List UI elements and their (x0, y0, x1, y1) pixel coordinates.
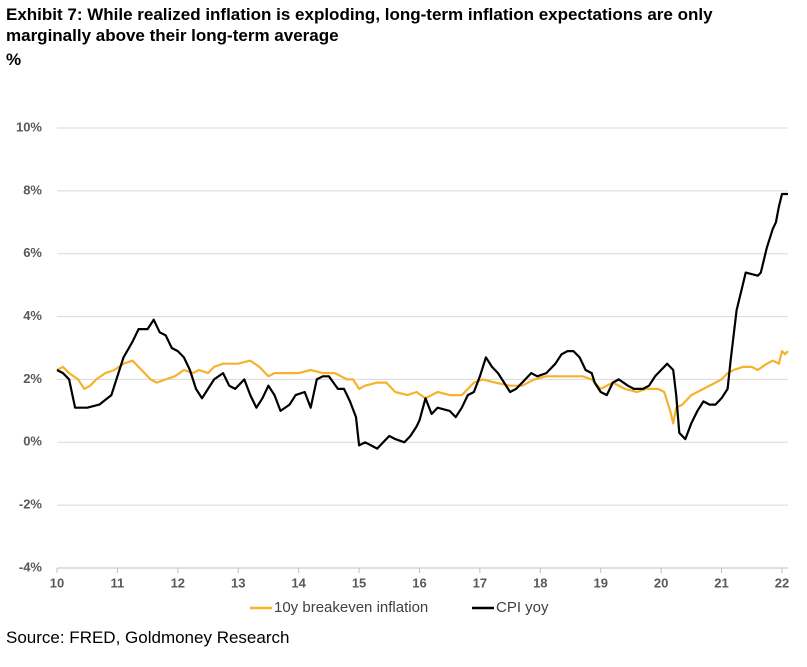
x-tick-label: 21 (714, 575, 728, 590)
y-tick-label: 6% (23, 245, 42, 260)
series-line (56, 192, 788, 450)
x-tick-label: 16 (412, 575, 426, 590)
x-tick-label: 11 (111, 575, 125, 590)
legend-label: CPI yoy (496, 599, 549, 616)
x-tick-label: 17 (473, 575, 487, 590)
x-tick-label: 10 (50, 575, 64, 590)
series-line (56, 350, 789, 425)
y-tick-label: -4% (19, 559, 43, 574)
x-tick-label: 14 (291, 575, 306, 590)
y-tick-label: 8% (23, 182, 42, 197)
x-tick-label: 13 (231, 575, 245, 590)
y-tick-label: 0% (23, 434, 42, 449)
y-tick-label: 4% (23, 308, 42, 323)
y-tick-label: -2% (19, 497, 43, 512)
x-tick-label: 20 (654, 575, 668, 590)
y-tick-label: 2% (23, 371, 42, 386)
y-tick-label: 10% (16, 119, 42, 134)
x-tick-label: 19 (593, 575, 607, 590)
chart: -4% -2% 0% 2% 4% 6% 8% 10% 10 11 12 13 14 15 16 17 18 19 2… (16, 119, 789, 616)
x-tick-label: 12 (171, 575, 185, 590)
chart-title: Exhibit 7: While realized inflation is e… (6, 5, 713, 45)
y-axis-unit: % (6, 50, 22, 69)
x-tick-label: 22 (775, 575, 789, 590)
source: Source: FRED, Goldmoney Research (6, 628, 290, 647)
x-tick-label: 15 (352, 575, 366, 590)
legend-label: 10y breakeven inflation (274, 599, 428, 616)
x-tick-label: 18 (533, 575, 547, 590)
